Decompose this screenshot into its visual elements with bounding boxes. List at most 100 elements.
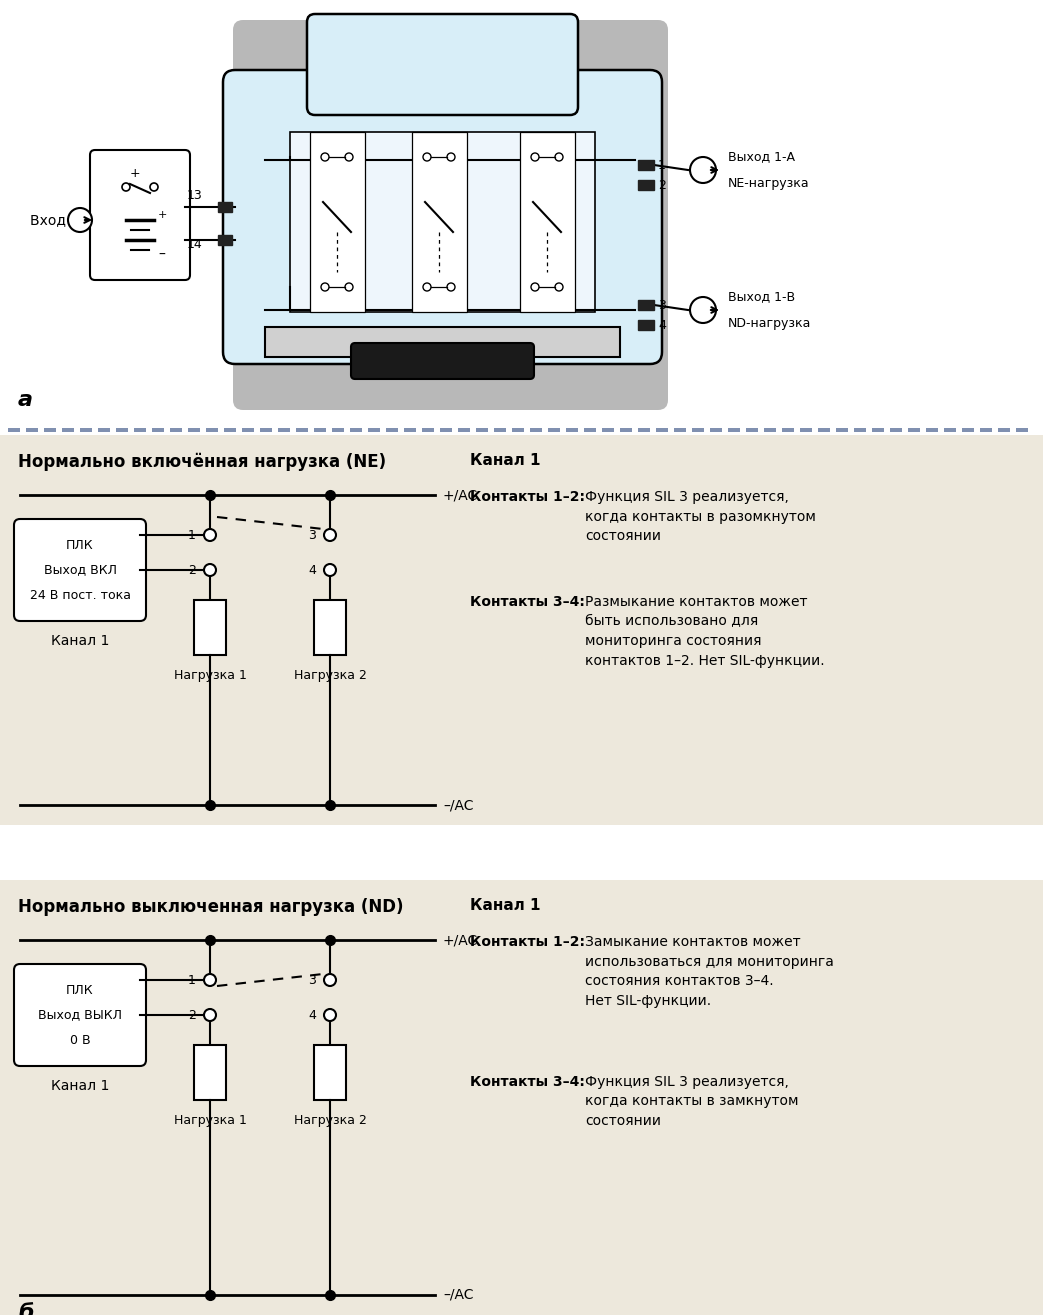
FancyBboxPatch shape xyxy=(223,70,662,364)
Circle shape xyxy=(324,1009,336,1020)
Bar xyxy=(620,427,632,433)
Bar xyxy=(350,427,362,433)
Bar xyxy=(116,427,128,433)
Bar xyxy=(638,160,654,170)
Text: а: а xyxy=(18,391,33,410)
Bar xyxy=(404,427,416,433)
FancyBboxPatch shape xyxy=(14,964,146,1066)
Text: 2: 2 xyxy=(658,179,665,192)
Text: –/AC: –/AC xyxy=(443,798,474,811)
Bar xyxy=(692,427,704,433)
Circle shape xyxy=(345,153,353,160)
Bar xyxy=(260,427,272,433)
Text: 0 В: 0 В xyxy=(70,1034,91,1047)
Bar xyxy=(980,427,992,433)
Text: 3: 3 xyxy=(308,529,316,542)
Bar xyxy=(476,427,488,433)
Text: –/AC: –/AC xyxy=(443,1287,474,1302)
Text: Контакты 3–4:: Контакты 3–4: xyxy=(470,594,585,609)
Bar xyxy=(194,1045,226,1101)
Bar xyxy=(386,427,398,433)
Text: Контакты 1–2:: Контакты 1–2: xyxy=(470,490,585,504)
Text: 2: 2 xyxy=(188,564,196,576)
Text: Нагрузка 2: Нагрузка 2 xyxy=(293,1114,366,1127)
Bar xyxy=(890,427,902,433)
Text: Канал 1: Канал 1 xyxy=(470,452,540,468)
Text: 4: 4 xyxy=(308,564,316,576)
Text: 14: 14 xyxy=(187,238,203,251)
Bar xyxy=(440,427,452,433)
Bar xyxy=(818,427,830,433)
Bar xyxy=(765,427,776,433)
Bar xyxy=(926,427,938,433)
Text: Выход ВЫКЛ: Выход ВЫКЛ xyxy=(38,1009,122,1022)
Circle shape xyxy=(204,974,216,986)
Text: Контакты 3–4:: Контакты 3–4: xyxy=(470,1074,585,1089)
Text: Нагрузка 1: Нагрузка 1 xyxy=(173,669,246,682)
Text: 4: 4 xyxy=(308,1009,316,1022)
Bar xyxy=(422,427,434,433)
Bar xyxy=(314,600,346,655)
Circle shape xyxy=(423,283,431,291)
Text: 1: 1 xyxy=(658,159,665,171)
Bar xyxy=(368,427,380,433)
Bar xyxy=(746,427,758,433)
Circle shape xyxy=(321,153,329,160)
Bar xyxy=(998,427,1010,433)
Text: Выход 1-В: Выход 1-В xyxy=(728,291,795,302)
Text: Вход 1: Вход 1 xyxy=(30,213,79,227)
Circle shape xyxy=(204,1009,216,1020)
Bar xyxy=(962,427,974,433)
Circle shape xyxy=(204,529,216,540)
FancyBboxPatch shape xyxy=(233,20,668,410)
Text: 2: 2 xyxy=(188,1009,196,1022)
Text: +/AC: +/AC xyxy=(443,488,479,502)
Bar xyxy=(584,427,596,433)
Text: Канал 1: Канал 1 xyxy=(51,634,110,648)
Bar xyxy=(566,427,578,433)
Text: б: б xyxy=(18,1303,33,1315)
Bar xyxy=(494,427,506,433)
Bar xyxy=(836,427,848,433)
Bar xyxy=(80,427,92,433)
Circle shape xyxy=(690,297,715,323)
Text: ND-нагрузка: ND-нагрузка xyxy=(728,317,811,330)
Bar xyxy=(0,435,1043,825)
Circle shape xyxy=(447,283,455,291)
Text: 1: 1 xyxy=(188,529,196,542)
Text: +/AC: +/AC xyxy=(443,934,479,947)
Circle shape xyxy=(345,283,353,291)
Bar xyxy=(412,132,467,312)
Circle shape xyxy=(68,208,92,231)
Text: 4: 4 xyxy=(658,318,665,331)
Bar xyxy=(152,427,164,433)
Bar xyxy=(656,427,668,433)
Bar xyxy=(26,427,38,433)
Text: +: + xyxy=(129,167,141,180)
Text: ПЛК: ПЛК xyxy=(66,539,94,551)
Text: Размыкание контактов может
быть использовано для
мониторинга состояния
контактов: Размыкание контактов может быть использо… xyxy=(585,594,825,668)
Text: Выход 1-А: Выход 1-А xyxy=(728,150,795,163)
Bar xyxy=(638,427,650,433)
Bar xyxy=(310,132,365,312)
Bar xyxy=(520,132,575,312)
Text: Нормально выключенная нагрузка (ND): Нормально выключенная нагрузка (ND) xyxy=(18,898,404,917)
Bar xyxy=(782,427,794,433)
Bar xyxy=(638,180,654,189)
Bar xyxy=(944,427,956,433)
Circle shape xyxy=(447,153,455,160)
Text: Выход ВКЛ: Выход ВКЛ xyxy=(44,564,117,576)
Text: Функция SIL 3 реализуется,
когда контакты в разомкнутом
состоянии: Функция SIL 3 реализуется, когда контакт… xyxy=(585,490,816,543)
Bar xyxy=(290,132,595,312)
Text: Нагрузка 2: Нагрузка 2 xyxy=(293,669,366,682)
Bar xyxy=(872,427,884,433)
Circle shape xyxy=(324,564,336,576)
Bar xyxy=(170,427,181,433)
Bar xyxy=(638,320,654,330)
Circle shape xyxy=(555,153,563,160)
Bar xyxy=(62,427,74,433)
Circle shape xyxy=(321,283,329,291)
Bar xyxy=(224,427,236,433)
Bar xyxy=(218,203,232,212)
Text: –: – xyxy=(157,249,165,262)
